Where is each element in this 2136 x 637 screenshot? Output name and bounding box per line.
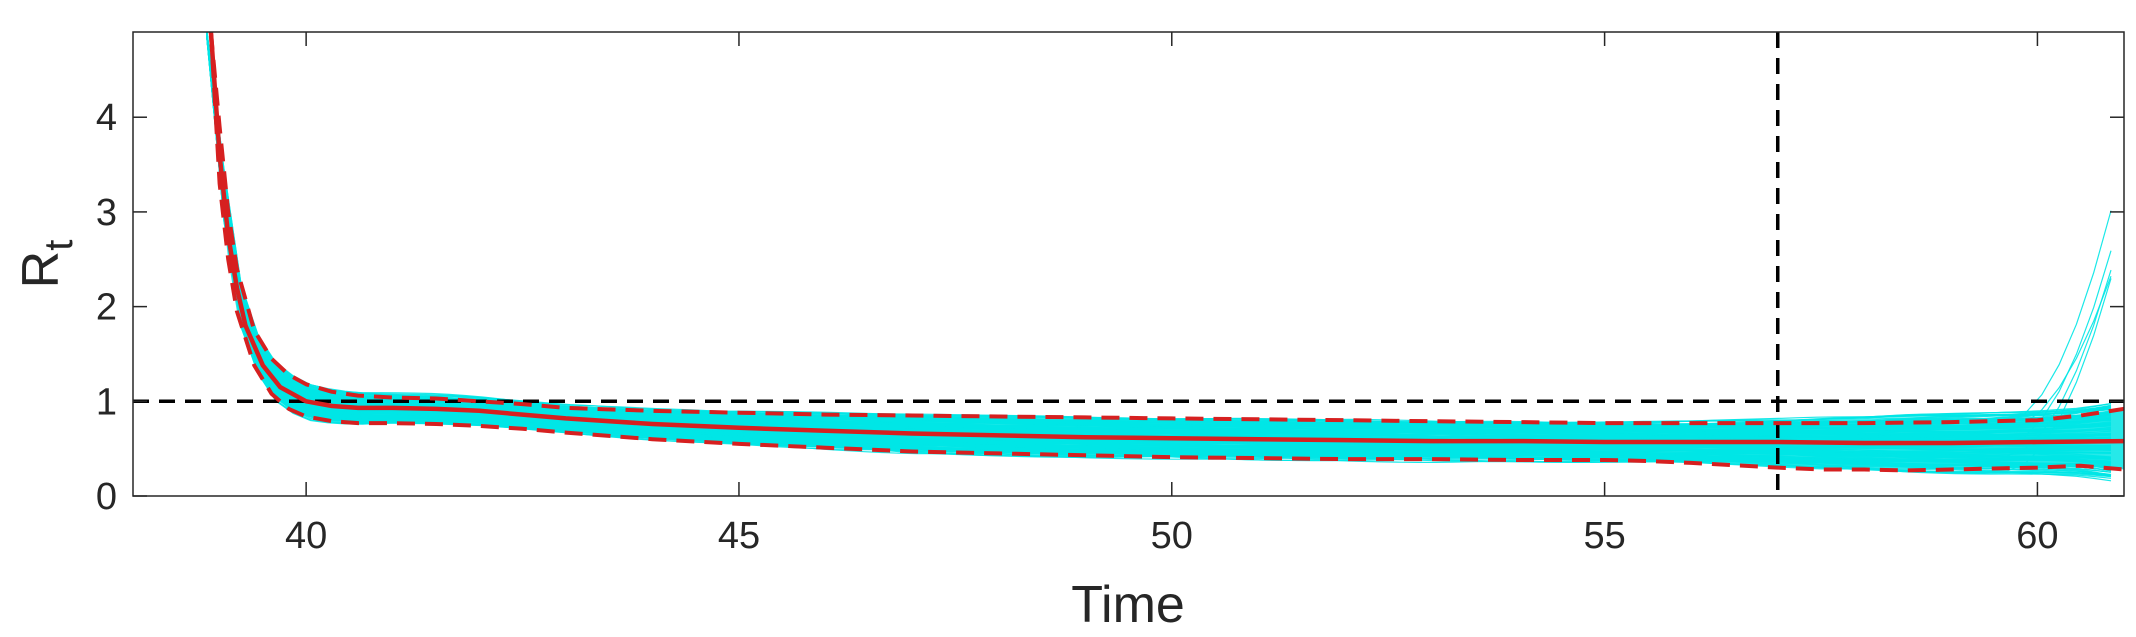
y-axis-ticks: 0 1 2 3 4 <box>96 97 2124 518</box>
x-tick-label: 60 <box>2016 515 2058 557</box>
y-tick-label: 4 <box>96 97 117 139</box>
y-tick-label: 3 <box>96 192 117 234</box>
y-tick-label: 2 <box>96 287 117 329</box>
y-axis-title-main: R <box>12 251 70 289</box>
x-tick-label: 50 <box>1151 515 1193 557</box>
x-tick-label: 55 <box>1583 515 1625 557</box>
y-tick-label: 0 <box>96 476 117 518</box>
reference-lines <box>133 32 2124 496</box>
x-tick-label: 40 <box>285 515 327 557</box>
summary-series <box>208 32 2124 473</box>
x-axis-title: Time <box>1071 576 1185 634</box>
x-tick-label: 45 <box>718 515 760 557</box>
series-lower-bound <box>208 32 2124 473</box>
y-tick-label: 1 <box>96 381 117 423</box>
y-axis-title: Rt <box>12 240 81 289</box>
series-mean <box>208 32 2124 446</box>
y-axis-title-subscript: t <box>37 240 81 251</box>
x-axis-ticks: 40 45 50 55 60 <box>285 32 2059 557</box>
series-upper-bound <box>208 32 2124 426</box>
plot-frame <box>132 31 2125 497</box>
ensemble-band <box>210 32 2124 471</box>
